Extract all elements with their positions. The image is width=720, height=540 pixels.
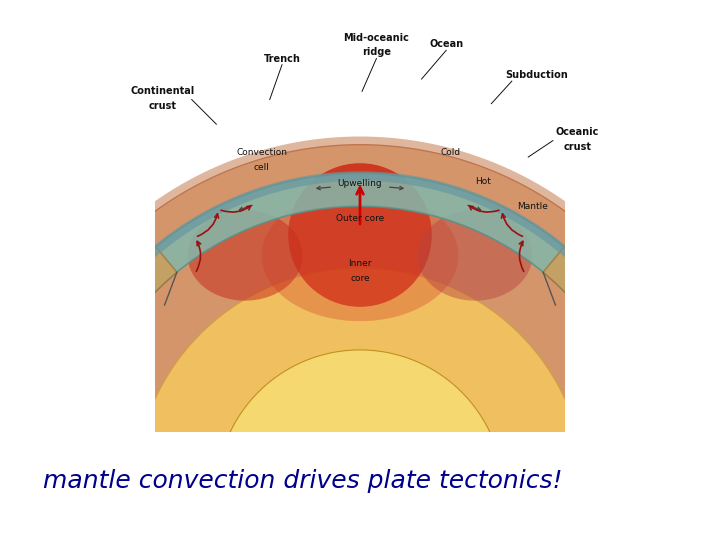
Text: Subduction: Subduction (505, 70, 568, 80)
Ellipse shape (188, 211, 302, 301)
Polygon shape (11, 145, 709, 494)
Text: Outer core: Outer core (336, 214, 384, 223)
Ellipse shape (418, 211, 532, 301)
Text: Hot: Hot (475, 177, 491, 186)
Text: Convection: Convection (236, 148, 287, 158)
Ellipse shape (261, 190, 459, 321)
Polygon shape (543, 221, 713, 494)
Text: Oceanic: Oceanic (556, 127, 599, 137)
Polygon shape (134, 268, 586, 494)
Text: Ocean: Ocean (429, 39, 463, 49)
Ellipse shape (40, 313, 89, 346)
Text: Cold: Cold (440, 148, 460, 158)
Text: Continental: Continental (131, 86, 195, 96)
Polygon shape (7, 221, 177, 494)
Text: Trench: Trench (264, 53, 300, 64)
Text: Mantle: Mantle (517, 202, 548, 211)
Polygon shape (60, 171, 660, 379)
Ellipse shape (655, 346, 705, 379)
Text: Inner: Inner (348, 259, 372, 268)
Text: cell: cell (253, 163, 269, 172)
Ellipse shape (288, 163, 432, 307)
Polygon shape (217, 350, 504, 494)
Text: crust: crust (149, 101, 177, 111)
Text: Mid-oceanic: Mid-oceanic (343, 33, 410, 43)
Text: mantle convection drives plate tectonics!: mantle convection drives plate tectonics… (42, 469, 562, 492)
Polygon shape (40, 173, 680, 494)
Text: core: core (350, 274, 370, 282)
Ellipse shape (631, 313, 680, 346)
Text: crust: crust (564, 142, 592, 152)
Ellipse shape (15, 346, 65, 379)
Text: Upwelling: Upwelling (338, 179, 382, 188)
Polygon shape (3, 137, 717, 494)
Text: ridge: ridge (362, 48, 391, 57)
